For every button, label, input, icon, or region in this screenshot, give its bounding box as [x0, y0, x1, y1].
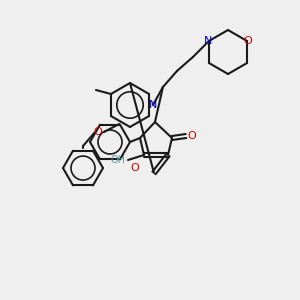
Text: OH: OH [110, 155, 125, 165]
Text: N: N [204, 36, 212, 46]
Text: O: O [188, 131, 196, 141]
Text: O: O [244, 36, 252, 46]
Text: O: O [94, 127, 102, 137]
Text: N: N [149, 100, 157, 110]
Text: O: O [130, 163, 140, 173]
